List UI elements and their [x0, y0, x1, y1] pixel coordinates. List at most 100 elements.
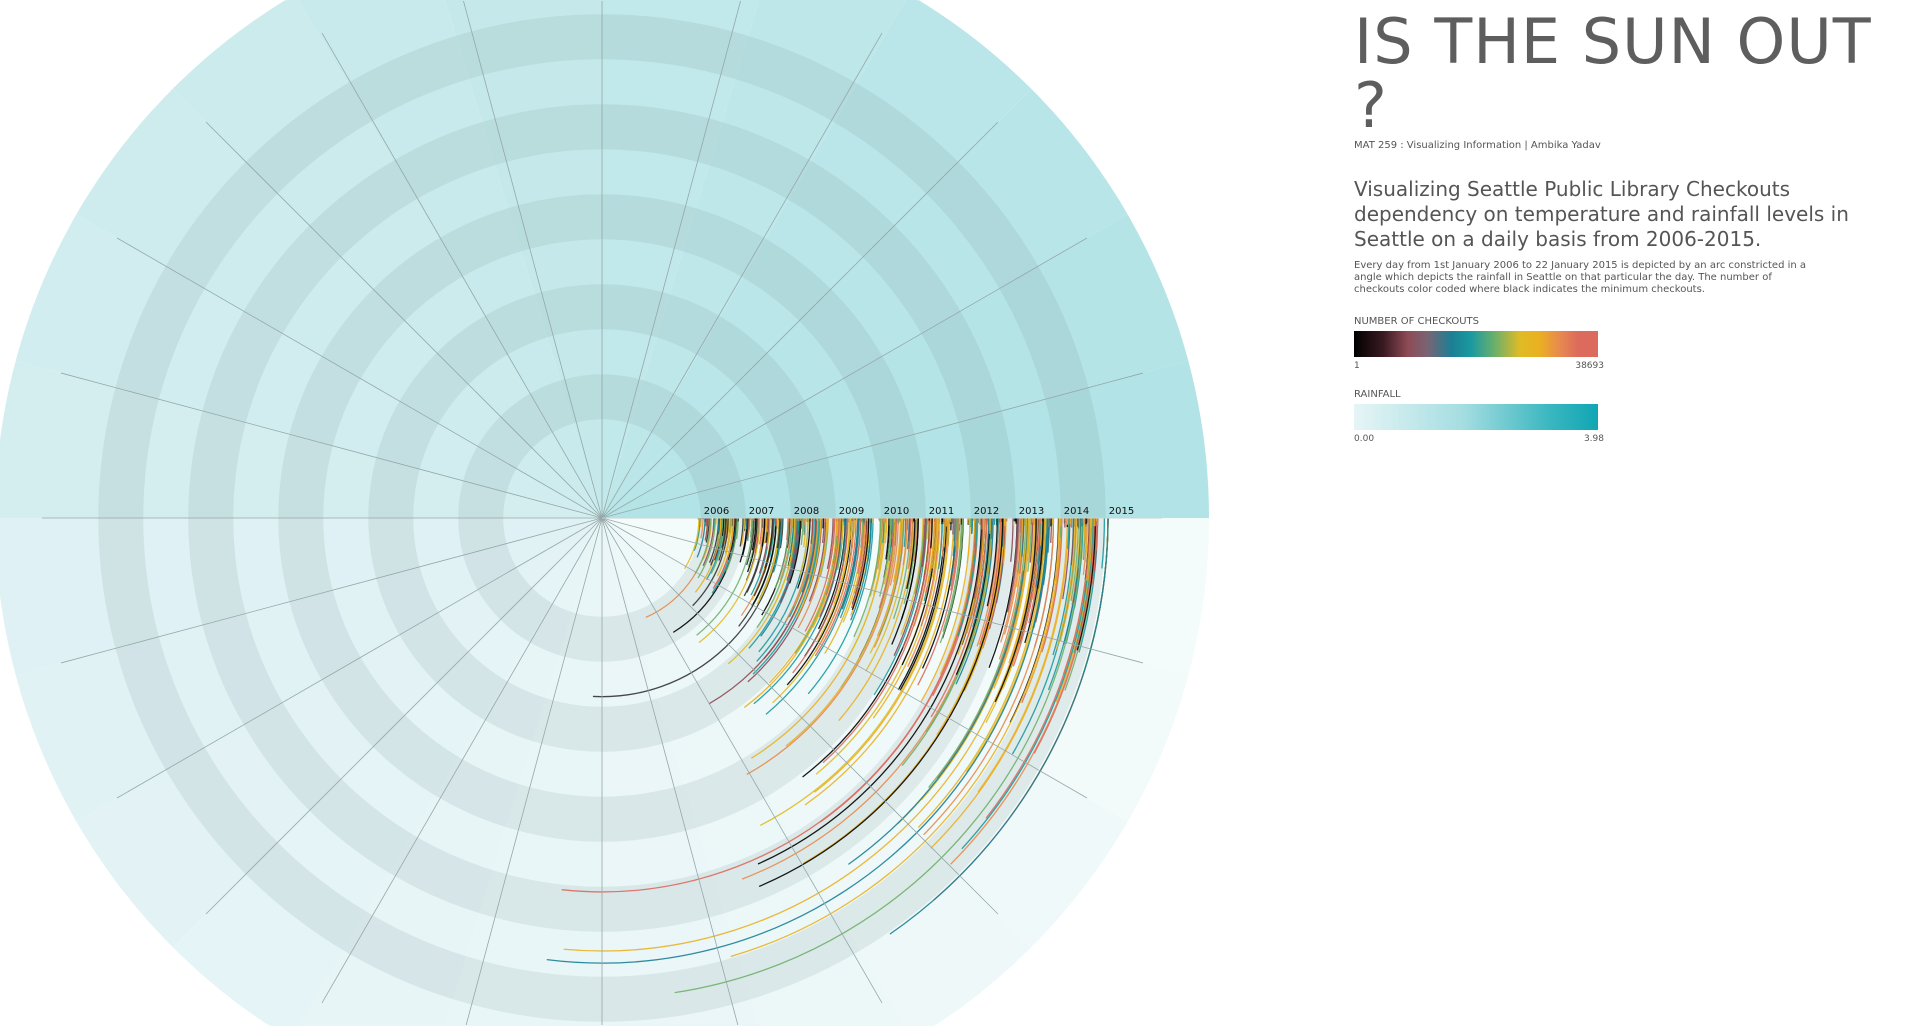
day-arc [1015, 517, 1023, 588]
rainfall-sector [76, 88, 603, 519]
day-arc [801, 517, 817, 593]
day-arc [772, 517, 783, 573]
year-label: 2006 [704, 506, 729, 517]
day-arc [853, 517, 867, 594]
day-arc [789, 517, 798, 567]
checkouts-min: 1 [1354, 361, 1360, 371]
day-arc [842, 517, 866, 623]
day-arc [838, 517, 915, 721]
day-arc [878, 517, 895, 609]
day-arc [923, 517, 941, 619]
day-arc [1012, 517, 1040, 667]
day-arc [789, 517, 802, 584]
day-arc [808, 517, 827, 602]
year-label: 2010 [884, 506, 909, 517]
day-arc [836, 517, 839, 537]
rainfall-range: 0.00 3.98 [1354, 434, 1604, 444]
day-arc [757, 517, 983, 865]
day-arc [753, 517, 774, 597]
day-arc [561, 517, 977, 893]
day-arc [684, 517, 700, 570]
day-arc [797, 517, 811, 589]
day-arc [693, 517, 701, 552]
day-arc [1073, 517, 1094, 654]
day-arc [869, 517, 883, 597]
day-arc [716, 517, 732, 577]
year-label: 2008 [794, 506, 819, 517]
spoke [601, 517, 883, 1004]
day-arc [893, 517, 926, 656]
day-arc [758, 517, 1004, 888]
day-arc [956, 517, 959, 541]
day-arc [592, 517, 782, 698]
day-arc [1033, 517, 1095, 754]
day-arc [674, 517, 1083, 994]
day-arc [807, 517, 874, 695]
day-arc [869, 517, 904, 654]
day-arc [746, 517, 758, 573]
day-arc [902, 517, 931, 649]
day-arc [877, 517, 903, 637]
day-arc [1059, 517, 1078, 642]
day-arc [985, 517, 1091, 819]
day-arc [697, 517, 716, 579]
rainfall-sector [172, 518, 603, 1026]
day-arc [1055, 517, 1093, 703]
checkouts-color-scale [1354, 331, 1598, 357]
day-arc [768, 517, 838, 684]
spoke [116, 237, 603, 519]
rainfall-sector [76, 518, 603, 948]
day-arc [901, 517, 992, 766]
spoke [205, 121, 603, 519]
checkouts-max: 38693 [1575, 361, 1604, 371]
day-arc [785, 517, 896, 747]
year-label: 2015 [1109, 506, 1134, 517]
day-arc [1008, 517, 1035, 664]
year-label: 2009 [839, 506, 864, 517]
spoke [321, 32, 603, 519]
year-label: 2014 [1064, 506, 1089, 517]
day-arc [850, 517, 868, 609]
day-arc [891, 517, 919, 645]
day-arc [819, 517, 842, 618]
day-arc [814, 517, 857, 657]
rainfall-sector [602, 518, 760, 1026]
day-arc [1013, 517, 1029, 627]
day-arc [752, 517, 820, 675]
day-arc [939, 517, 976, 675]
spoke [463, 0, 603, 519]
day-arc [923, 517, 1055, 836]
day-arc [1024, 517, 1044, 644]
rainfall-sector [172, 0, 603, 518]
year-label: 2011 [929, 506, 954, 517]
day-arc [814, 517, 828, 592]
day-arc [758, 517, 770, 574]
rainfall-sector [602, 518, 1128, 948]
day-arc [990, 517, 993, 539]
day-arc [925, 517, 992, 733]
day-arc [702, 517, 715, 566]
rainfall-sectors [0, 0, 1209, 1026]
day-arc [546, 517, 1048, 964]
rainfall-max: 3.98 [1583, 434, 1604, 444]
rainfall-sector [602, 0, 1032, 518]
day-arc [879, 517, 892, 597]
rainfall-sector [444, 0, 602, 518]
spoke [116, 517, 603, 799]
day-arc [751, 517, 777, 607]
rainfall-sector [444, 518, 602, 1026]
subtitle: Visualizing Seattle Public Library Check… [1354, 177, 1849, 251]
day-arc [799, 517, 809, 575]
day-arc [917, 517, 1046, 828]
day-arc [977, 517, 1068, 793]
day-arc [727, 517, 736, 560]
day-arc [906, 517, 916, 590]
day-arc [730, 517, 1060, 958]
credit: MAT 259 : Visualizing Information | Ambi… [1354, 140, 1601, 151]
spoke [601, 517, 1144, 664]
spoke [465, 517, 603, 1026]
rainfall-color-scale [1354, 404, 1598, 430]
spoke [205, 517, 603, 915]
day-arc [1010, 517, 1039, 669]
